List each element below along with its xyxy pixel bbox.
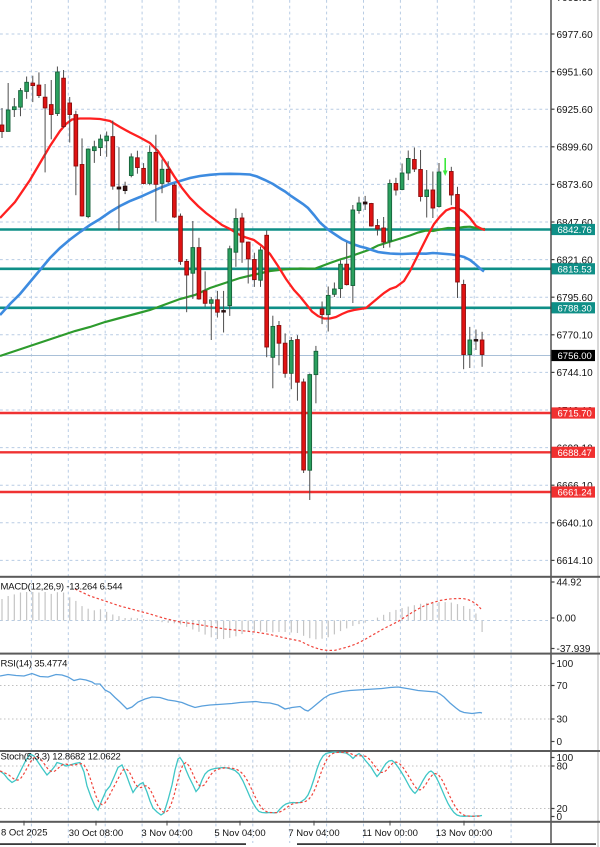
svg-text:-37.939: -37.939: [557, 644, 591, 655]
svg-text:Stoch(5,3,3) 12.8682 12.0622: Stoch(5,3,3) 12.8682 12.0622: [1, 752, 121, 763]
svg-text:13 Nov 00:00: 13 Nov 00:00: [436, 828, 493, 839]
svg-text:6951.60: 6951.60: [557, 67, 594, 78]
svg-text:6842.76: 6842.76: [558, 225, 592, 236]
svg-text:5 Nov 04:00: 5 Nov 04:00: [214, 828, 265, 839]
svg-text:6770.10: 6770.10: [557, 331, 594, 342]
svg-text:100: 100: [557, 659, 574, 670]
svg-text:6715.70: 6715.70: [558, 409, 592, 420]
svg-text:6788.30: 6788.30: [558, 303, 592, 314]
svg-text:0: 0: [557, 737, 563, 748]
svg-text:6925.60: 6925.60: [557, 105, 594, 116]
svg-text:30 Oct 08:00: 30 Oct 08:00: [69, 828, 123, 839]
svg-text:3 Nov 04:00: 3 Nov 04:00: [141, 828, 192, 839]
svg-text:6847.60: 6847.60: [557, 218, 594, 229]
svg-text:80: 80: [557, 762, 569, 773]
svg-text:MACD(12,26,9) -13.264 6.544: MACD(12,26,9) -13.264 6.544: [1, 582, 123, 593]
svg-text:0: 0: [557, 812, 563, 823]
svg-text:6661.24: 6661.24: [558, 488, 592, 499]
svg-text:6795.60: 6795.60: [557, 293, 594, 304]
svg-text:70: 70: [557, 681, 569, 692]
svg-text:6640.10: 6640.10: [557, 519, 594, 530]
svg-text:44.92: 44.92: [557, 578, 582, 589]
svg-text:20: 20: [557, 804, 569, 815]
svg-text:6688.47: 6688.47: [558, 448, 592, 459]
svg-text:30: 30: [557, 715, 569, 726]
svg-text:7003.60: 7003.60: [557, 0, 594, 4]
svg-text:0.00: 0.00: [557, 614, 577, 625]
svg-text:11 Nov 00:00: 11 Nov 00:00: [362, 828, 418, 839]
svg-text:7 Nov 04:00: 7 Nov 04:00: [288, 828, 339, 839]
svg-text:6873.60: 6873.60: [557, 180, 594, 191]
svg-text:6899.60: 6899.60: [557, 143, 594, 154]
svg-text:6744.10: 6744.10: [557, 368, 594, 379]
svg-text:RSI(14) 35.4774: RSI(14) 35.4774: [1, 659, 68, 670]
svg-text:6977.60: 6977.60: [557, 30, 594, 41]
svg-text:6614.10: 6614.10: [557, 556, 594, 567]
svg-text:6756.00: 6756.00: [558, 351, 592, 362]
svg-text:8 Oct 2025: 8 Oct 2025: [1, 828, 47, 839]
svg-text:6815.53: 6815.53: [558, 264, 592, 275]
svg-text:100: 100: [557, 753, 574, 764]
svg-text:6821.60: 6821.60: [557, 255, 594, 266]
